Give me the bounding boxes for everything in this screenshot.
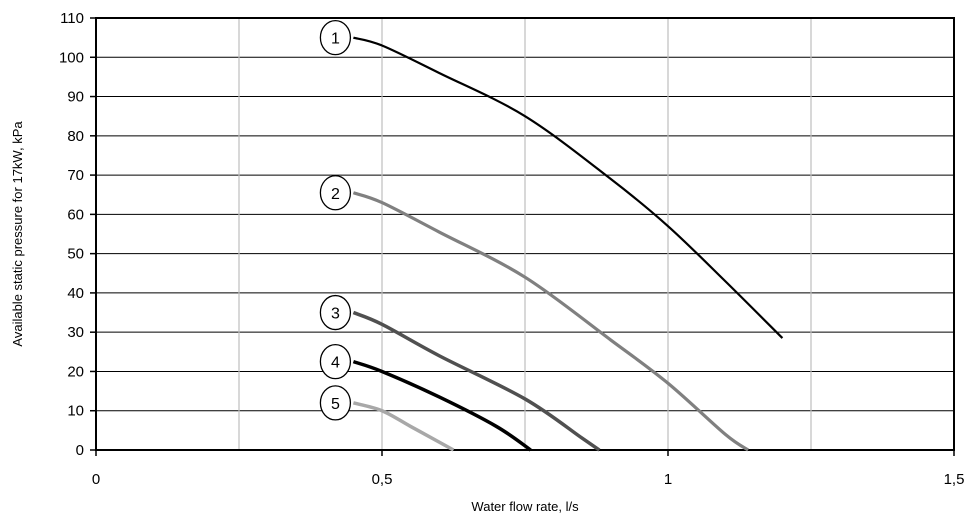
callout-label-5: 5: [331, 396, 340, 413]
callout-label-3: 3: [331, 306, 340, 323]
y-tick-label-6: 60: [67, 206, 84, 223]
series-line-5: [352, 401, 455, 452]
y-tick-label-9: 90: [67, 89, 84, 106]
series-line-1: [353, 36, 784, 339]
callout-circle-2: [319, 175, 352, 211]
x-tick-label-0: 0: [92, 471, 100, 488]
series-callouts: 1 2 3 4 5: [319, 19, 352, 421]
y-tick-label-5: 50: [67, 246, 84, 263]
x-axis-label: Water flow rate, l/s: [471, 499, 579, 514]
callout-1: 1: [319, 19, 352, 56]
grid: [96, 17, 954, 451]
callout-label-1: 1: [331, 31, 340, 48]
callout-3: 3: [319, 294, 352, 331]
callout-5: 5: [319, 385, 352, 421]
series-line-4: [352, 359, 532, 452]
series-lines: [352, 36, 784, 452]
series-line-3: [352, 310, 601, 452]
x-tick-label-1: 0,5: [372, 471, 393, 488]
y-tick-label-4: 40: [67, 285, 84, 302]
callout-circle-4: [319, 343, 352, 380]
y-axis-ticks: 0 10 20 30 40 50 60 70 80 90 100 110: [59, 10, 96, 459]
x-tick-label-3: 1,5: [944, 471, 965, 488]
y-axis-label: Available static pressure for 17kW, kPa: [10, 121, 25, 347]
callout-circle-3: [319, 294, 352, 331]
y-tick-label-8: 80: [67, 128, 84, 145]
x-tick-label-2: 1: [664, 471, 672, 488]
y-tick-label-1: 10: [67, 403, 84, 420]
y-tick-label-10: 100: [59, 49, 84, 66]
callout-4: 4: [319, 343, 352, 380]
callout-circle-5: [319, 385, 352, 421]
callout-2: 2: [319, 175, 352, 211]
callout-label-2: 2: [331, 186, 340, 203]
x-axis-ticks: 0 0,5 1 1,5: [92, 450, 965, 488]
y-tick-label-2: 20: [67, 363, 84, 380]
callout-circle-1: [319, 19, 352, 56]
callout-label-4: 4: [331, 355, 340, 372]
y-tick-label-0: 0: [76, 442, 84, 459]
series-line-2: [352, 191, 749, 452]
plot-area-border: [95, 17, 955, 451]
y-tick-label-11: 110: [60, 10, 84, 27]
y-tick-label-7: 70: [67, 167, 84, 184]
y-tick-label-3: 30: [67, 324, 84, 341]
